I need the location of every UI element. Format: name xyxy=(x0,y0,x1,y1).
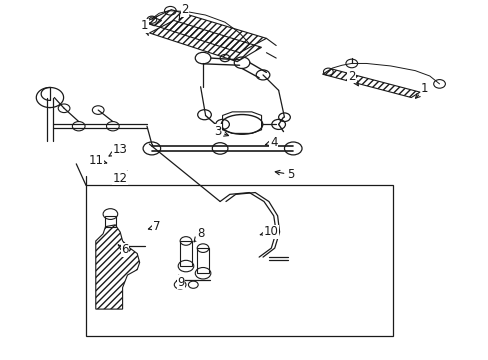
Text: 10: 10 xyxy=(260,225,278,238)
Text: 6: 6 xyxy=(118,243,128,256)
Text: 7: 7 xyxy=(148,220,160,233)
Text: 13: 13 xyxy=(109,143,127,156)
Text: 3: 3 xyxy=(214,125,228,138)
Text: 4: 4 xyxy=(265,136,277,149)
Text: 2: 2 xyxy=(347,69,358,86)
Text: 5: 5 xyxy=(275,168,294,181)
Bar xyxy=(86,185,392,336)
Text: 1: 1 xyxy=(415,82,428,98)
Text: 2: 2 xyxy=(179,3,188,19)
Text: 8: 8 xyxy=(194,227,204,242)
Text: 9: 9 xyxy=(177,275,184,289)
Text: 11: 11 xyxy=(88,154,106,167)
Text: 12: 12 xyxy=(112,171,127,185)
Text: 1: 1 xyxy=(141,19,148,36)
